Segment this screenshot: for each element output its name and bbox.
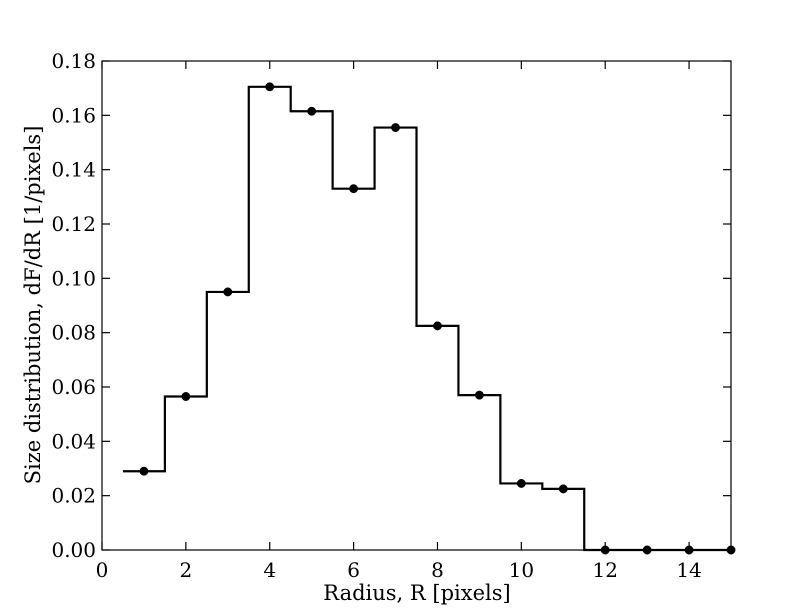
y-tick-label: 0.18	[51, 49, 96, 73]
axes	[101, 60, 732, 551]
data-point-5	[307, 106, 317, 116]
x-tick-label: 12	[592, 558, 617, 582]
x-axis-label: Radius, R [pixels]	[323, 581, 510, 605]
series-0-step-line	[122, 85, 731, 552]
axes-frame	[101, 60, 732, 551]
data-point-6	[349, 184, 359, 194]
y-tick-label: 0.12	[51, 212, 96, 236]
data-point-10	[516, 478, 526, 488]
y-axis-label: Size distribution, dF/dR [1/pixels]	[21, 126, 45, 485]
y-tick-label: 0.14	[51, 158, 96, 182]
x-tick-label: 2	[179, 558, 192, 582]
y-tick-label: 0.00	[51, 538, 96, 562]
data-point-7	[391, 123, 400, 133]
data-point-9	[474, 390, 484, 400]
x-tick-label: 6	[347, 558, 360, 582]
plot-area	[122, 82, 736, 555]
x-tick-label: 14	[676, 558, 701, 582]
data-point-8	[433, 321, 442, 331]
y-axis-ticks: 0.00 0.02 0.04 0.06 0.08 0.10 0.12 0.14 0.16 0.18	[51, 49, 731, 562]
y-tick-label: 0.10	[51, 266, 96, 290]
y-tick-label: 0.16	[51, 103, 96, 127]
data-point-1	[139, 466, 149, 476]
data-point-3	[223, 287, 233, 297]
x-tick-label: 0	[96, 558, 109, 582]
y-tick-label: 0.02	[51, 484, 96, 508]
data-point-2	[181, 392, 191, 401]
data-point-4	[265, 82, 275, 92]
x-tick-label: 4	[263, 558, 276, 582]
y-tick-label: 0.06	[51, 375, 96, 399]
data-point-11	[558, 484, 568, 494]
x-tick-label: 8	[431, 558, 444, 582]
x-axis-ticks: 0 2 4 6 8 10 12 14	[96, 61, 702, 582]
x-tick-label: 10	[509, 558, 534, 582]
y-tick-label: 0.08	[51, 321, 96, 345]
y-tick-label: 0.04	[51, 429, 96, 453]
